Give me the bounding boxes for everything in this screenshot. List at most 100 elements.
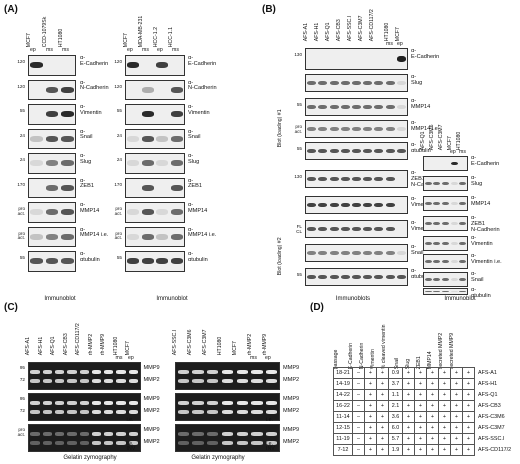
lane-label: AFS-CD117/2	[74, 323, 81, 356]
blot-band	[352, 250, 361, 256]
blot-band	[329, 126, 339, 132]
blot-band	[340, 126, 350, 132]
kda-marker: 24	[116, 132, 122, 138]
blot-strip	[28, 104, 76, 125]
panel-a-letter: (A)	[4, 4, 18, 15]
blot-band	[433, 277, 441, 282]
table-row: 18-21– + +0.9 + + + + + + AFS-A1	[333, 367, 512, 379]
table-cell: +	[364, 400, 377, 412]
blot-band	[363, 274, 373, 280]
lane-label: AFS-SSC.I	[171, 329, 178, 356]
zymogram-band	[236, 370, 248, 374]
table-cell: +	[364, 411, 377, 423]
table-cell: +	[426, 444, 439, 456]
marker-label: MMP9	[283, 427, 300, 433]
antibody-label: α- Snail	[411, 244, 424, 256]
zymogram-band	[116, 379, 126, 383]
table-cell: +	[402, 389, 415, 401]
zymogram-band	[30, 370, 40, 374]
lane-label: rh-MMP9	[261, 333, 268, 356]
lane-label: HT1080	[455, 131, 462, 151]
table-row: 11-14– + +3.6 + + + + + + AFS-C3M6	[333, 411, 512, 423]
blot-band	[318, 148, 328, 154]
blot-band	[459, 241, 467, 246]
marker-label: MMP9	[283, 365, 300, 371]
blot-band	[141, 160, 154, 167]
blot-band	[307, 80, 317, 86]
table-cell: +	[364, 422, 377, 434]
blot-band	[385, 274, 395, 280]
marker-label: MMP9	[143, 427, 160, 433]
lane-subtag: ep	[128, 355, 134, 361]
lane-label: AFS-Q1	[419, 131, 426, 151]
lane-label: HT1080	[216, 336, 223, 356]
blot-band	[352, 148, 361, 154]
blot-band	[170, 160, 183, 167]
blot-strip	[28, 128, 76, 149]
blot-band	[307, 176, 317, 182]
table-row: 16-22– + +2.1 + + + + + + AFS-CB3	[333, 400, 512, 412]
row-name: AFS-A1	[478, 370, 497, 376]
blot-band	[385, 104, 395, 110]
blot-band	[60, 233, 74, 240]
zymogram-band	[251, 370, 263, 374]
table-cell: +	[426, 422, 439, 434]
blot-band	[450, 221, 458, 226]
zymogram-band	[30, 432, 40, 436]
table-cell: 1.9	[388, 444, 403, 456]
table-cell: 5.7	[388, 433, 403, 445]
lane-subtag: ep	[265, 355, 271, 361]
blot-band	[396, 274, 406, 280]
zymogram-band	[91, 441, 102, 445]
zymogram-band	[55, 401, 65, 405]
marker-label: MMP9	[283, 396, 300, 402]
blot-band	[374, 250, 384, 256]
blot-band	[45, 258, 59, 265]
antibody-label: α-Vimentin i.e.	[471, 253, 502, 265]
table-cell: +	[450, 378, 463, 390]
blot-band	[127, 258, 140, 265]
table-cell: +	[402, 411, 415, 423]
zymogram-gel	[28, 424, 141, 452]
blot-band	[433, 181, 441, 186]
table-cell: +	[402, 367, 415, 379]
antibody-label: α- Vimentin	[471, 235, 493, 247]
zymogram-band	[91, 410, 102, 414]
blot-band	[442, 221, 449, 226]
zymogram-band	[42, 441, 53, 445]
lane-subtag: ms	[46, 47, 53, 53]
zymogram-band	[207, 441, 219, 445]
table-cell: +	[438, 444, 451, 456]
blot-strip	[305, 268, 408, 286]
blot-band	[374, 274, 384, 280]
column-header: N-Cadherin	[358, 342, 365, 370]
zymogram-band	[128, 379, 139, 383]
zymogram-band	[55, 432, 65, 436]
blot-band	[127, 233, 140, 240]
table-cell: +	[414, 444, 427, 456]
blot-strip	[423, 216, 468, 231]
table-cell: +	[462, 400, 475, 412]
row-name: AFS-CB3	[478, 403, 501, 409]
blot-band	[170, 184, 183, 191]
blot-band	[318, 202, 328, 208]
blot-strip	[125, 55, 185, 76]
table-cell: +	[462, 389, 475, 401]
kda-marker: 55	[296, 102, 302, 107]
table-cell: +	[376, 367, 389, 379]
blot-band	[60, 160, 74, 167]
table-cell: 6.0	[388, 422, 403, 434]
blot-band	[156, 135, 169, 142]
blot-band	[340, 104, 350, 110]
zymogram-band	[79, 401, 89, 405]
lane-subtag: ep	[127, 47, 133, 53]
blot-band	[340, 226, 350, 232]
panel-a-right-caption: Immunoblot	[156, 296, 188, 302]
lane-label: AFS-CB3	[62, 333, 69, 356]
marker-label: MMP2	[283, 377, 300, 383]
blot-band	[127, 62, 140, 69]
antibody-label: α- Vimentin	[80, 104, 102, 116]
zymogram-band	[221, 432, 234, 436]
zymogram-band	[192, 432, 204, 436]
